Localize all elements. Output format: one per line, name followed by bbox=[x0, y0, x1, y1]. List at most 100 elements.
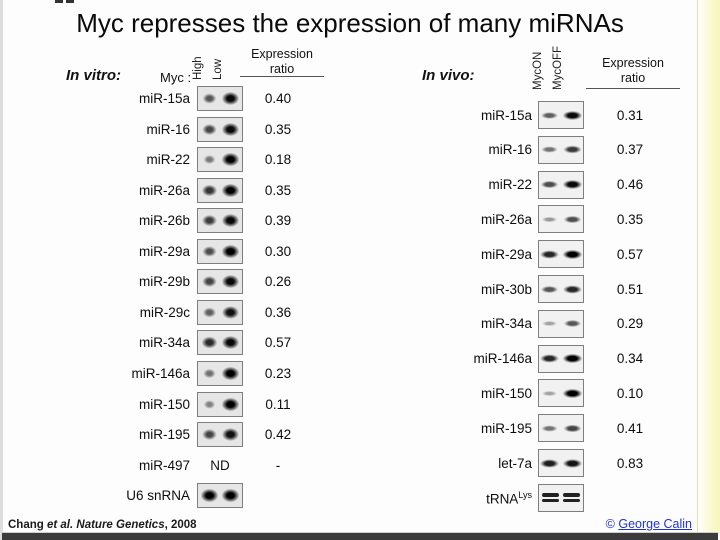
blot-box bbox=[197, 483, 243, 509]
blot-lane bbox=[562, 110, 583, 120]
blot-row: miR-150 0.10 bbox=[420, 379, 720, 408]
expression-ratio: 0.23 bbox=[264, 365, 292, 381]
blot-lane bbox=[563, 215, 582, 224]
blot-lane bbox=[203, 399, 216, 409]
blot-box bbox=[538, 309, 584, 338]
mirna-label: miR-150 bbox=[480, 385, 532, 401]
mirna-label: miR-146a bbox=[473, 351, 532, 367]
blot-lane bbox=[202, 307, 217, 318]
blot-box bbox=[197, 391, 243, 417]
blot-row: miR-34a 0.57 bbox=[40, 329, 360, 356]
blot-lane bbox=[563, 320, 582, 328]
top-notch bbox=[66, 0, 74, 3]
blot-lane bbox=[203, 155, 216, 165]
blot-lane bbox=[541, 216, 558, 223]
bottom-bar bbox=[2, 532, 718, 540]
blot-lane bbox=[221, 275, 240, 289]
blot-box bbox=[538, 483, 584, 512]
blot-row: miR-497 ND - bbox=[40, 452, 360, 479]
blot-lane bbox=[562, 249, 583, 259]
blot-box bbox=[197, 86, 243, 111]
blot-box bbox=[538, 379, 584, 408]
blot-lane bbox=[221, 336, 240, 350]
blot-lane bbox=[202, 215, 217, 227]
blot-lane bbox=[202, 93, 217, 104]
mirna-label: miR-146a bbox=[131, 365, 190, 381]
blot-box bbox=[538, 205, 584, 234]
blot-box bbox=[538, 135, 584, 164]
blot-lane bbox=[563, 284, 582, 294]
blot-box bbox=[538, 101, 584, 129]
mirna-label: miR-195 bbox=[480, 420, 532, 436]
mirna-label: miR-16 bbox=[488, 142, 532, 158]
blot-lane bbox=[221, 397, 240, 411]
blot-row: miR-29c 0.36 bbox=[40, 299, 360, 326]
blot-lane bbox=[221, 214, 240, 228]
blot-lane bbox=[562, 388, 583, 399]
mirna-label: tRNALys bbox=[486, 489, 532, 507]
blot-box bbox=[197, 422, 243, 448]
blot-row: miR-22 0.46 bbox=[420, 170, 720, 199]
expression-ratio-header: Expression ratio bbox=[586, 56, 680, 89]
blot-lane bbox=[222, 305, 239, 319]
expression-ratio: 0.83 bbox=[616, 455, 644, 471]
blot-lane bbox=[221, 366, 240, 381]
mirna-label: miR-15a bbox=[480, 107, 532, 123]
blot-box bbox=[197, 208, 243, 234]
blot-row: miR-150 0.11 bbox=[40, 391, 360, 418]
nd-text: ND bbox=[210, 457, 230, 473]
blot-lane bbox=[203, 368, 216, 379]
blot-lane bbox=[221, 91, 240, 106]
blot-row: miR-146a 0.23 bbox=[40, 360, 360, 387]
blot-box bbox=[538, 240, 584, 269]
blot-lane bbox=[540, 249, 559, 259]
mirna-label: miR-29a bbox=[480, 246, 532, 262]
blot-lane bbox=[539, 458, 560, 468]
mirna-label: miR-22 bbox=[488, 177, 532, 193]
mirna-label: miR-195 bbox=[138, 427, 190, 443]
expression-ratio-header: Expression ratio bbox=[240, 47, 324, 77]
blot-lane bbox=[221, 122, 240, 136]
blot-box bbox=[197, 330, 243, 356]
blot-row: miR-15a 0.31 bbox=[420, 101, 720, 129]
blot-lane bbox=[541, 424, 558, 432]
blot-box bbox=[197, 177, 243, 203]
expression-ratio: 0.57 bbox=[264, 335, 292, 351]
blot-box bbox=[197, 299, 243, 325]
blot-box bbox=[197, 269, 243, 295]
blot-box bbox=[197, 116, 243, 142]
expression-ratio: 0.34 bbox=[616, 351, 644, 367]
blot-lane bbox=[540, 111, 559, 119]
blot-box bbox=[197, 147, 243, 173]
blot-lane bbox=[201, 184, 218, 196]
blot-row: U6 snRNA bbox=[40, 482, 360, 509]
blot-lane bbox=[221, 152, 240, 167]
blot-row: miR-146a 0.34 bbox=[420, 344, 720, 373]
right-strip bbox=[697, 0, 720, 533]
blot-lane bbox=[541, 390, 558, 397]
credit-link[interactable]: © George Calin bbox=[605, 517, 692, 531]
in-vivo-label: In vivo: bbox=[422, 67, 475, 84]
expression-ratio: 0.10 bbox=[616, 385, 644, 401]
blot-box bbox=[197, 238, 243, 264]
mirna-label: miR-497 bbox=[138, 457, 190, 473]
blot-lane bbox=[562, 353, 583, 364]
mirna-label: miR-150 bbox=[138, 396, 190, 412]
myc-label: Myc : bbox=[160, 70, 192, 85]
blot-lane bbox=[202, 123, 217, 135]
blot-lane bbox=[562, 458, 583, 468]
blot-box bbox=[538, 170, 584, 199]
blot-lane bbox=[221, 244, 240, 259]
blot-lane bbox=[540, 354, 559, 363]
blot-lane bbox=[563, 424, 582, 433]
blot-row: tRNALys bbox=[420, 483, 720, 512]
mirna-label: miR-16 bbox=[146, 121, 190, 137]
expression-ratio: 0.35 bbox=[616, 211, 644, 227]
left-border bbox=[0, 0, 3, 540]
in-vitro-label: In vitro: bbox=[66, 67, 121, 84]
blot-box bbox=[538, 449, 584, 477]
expression-ratio: 0.37 bbox=[616, 142, 644, 158]
expression-ratio: 0.46 bbox=[616, 177, 644, 193]
mirna-label: let-7a bbox=[498, 455, 532, 471]
expression-ratio: 0.31 bbox=[616, 107, 644, 123]
